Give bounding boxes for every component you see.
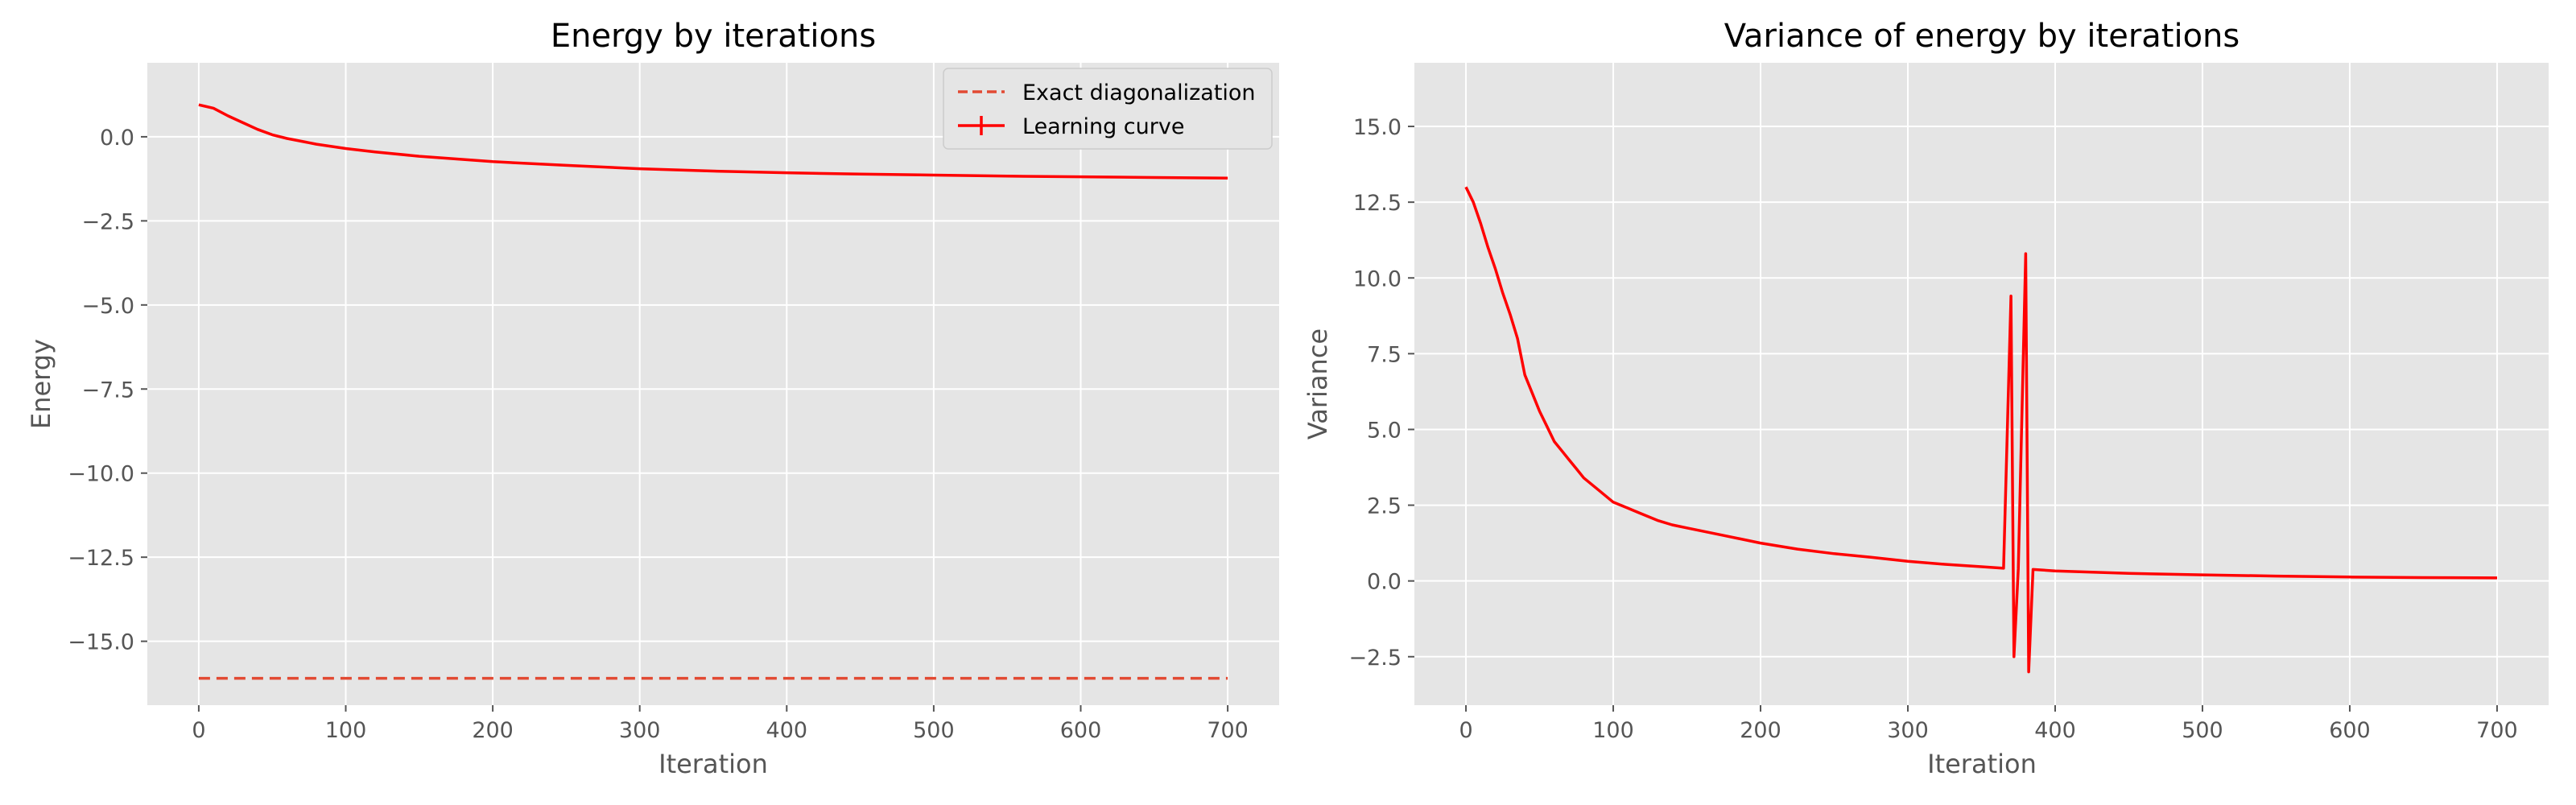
y-tick-label: −12.5	[68, 546, 134, 571]
energy-chart-title: Energy by iterations	[551, 18, 876, 55]
energy-chart-xlabel: Iteration	[658, 749, 768, 779]
x-tick-label: 300	[1887, 718, 1929, 743]
legend-label-learning-curve: Learning curve	[1022, 114, 1184, 139]
variance-chart-xlabel: Iteration	[1927, 749, 2037, 779]
y-tick-label: −15.0	[68, 630, 134, 655]
y-tick-label: 15.0	[1353, 115, 1402, 140]
gridlines: 0 100 200 300 400 500 600 700 0.0 −2.5 −5.0 −7.5 −10…	[68, 63, 1279, 743]
y-tick-label: 12.5	[1353, 191, 1402, 216]
plot-area	[1414, 63, 2549, 705]
variance-chart-title: Variance of energy by iterations	[1724, 18, 2240, 55]
x-tick-label: 600	[2329, 718, 2371, 743]
legend-label-exact-diagonalization: Exact diagonalization	[1022, 80, 1256, 105]
x-tick-label: 500	[913, 718, 955, 743]
variance-chart-ylabel: Variance	[1302, 328, 1333, 440]
x-tick-label: 0	[192, 718, 205, 743]
gridlines: 0 100 200 300 400 500 600 700 −2.5 0.0 2.5 5.0 7.5 10…	[1348, 63, 2549, 743]
legend-box	[943, 68, 1273, 150]
x-tick-label: 100	[325, 718, 367, 743]
y-tick-label: 10.0	[1353, 266, 1402, 291]
series-group	[1464, 186, 2498, 674]
x-tick-label: 500	[2182, 718, 2223, 743]
x-tick-label: 300	[619, 718, 661, 743]
y-tick-label: 7.5	[1367, 342, 1402, 367]
y-tick-label: −5.0	[81, 294, 134, 319]
y-tick-label: 0.0	[1367, 570, 1402, 595]
energy-chart-ylabel: Energy	[26, 339, 56, 429]
x-tick-label: 0	[1459, 718, 1472, 743]
y-tick-label: −2.5	[1348, 646, 1402, 671]
y-tick-label: −2.5	[81, 209, 134, 234]
series-line-1-0	[1464, 186, 2498, 674]
y-tick-label: 2.5	[1367, 494, 1402, 519]
y-tick-label: 5.0	[1367, 418, 1402, 443]
x-tick-label: 200	[1740, 718, 1781, 743]
plot-area	[147, 63, 1279, 705]
energy-chart: Energy by iterations Iteration Energy 0 1…	[26, 18, 1279, 779]
x-tick-label: 400	[2034, 718, 2076, 743]
series-group	[198, 103, 1228, 680]
x-tick-label: 700	[1207, 718, 1249, 743]
y-tick-label: −10.0	[68, 462, 134, 487]
x-tick-label: 400	[766, 718, 808, 743]
x-tick-label: 600	[1060, 718, 1102, 743]
energy-chart-legend: Exact diagonalization Learning curve	[943, 68, 1273, 150]
x-tick-label: 200	[472, 718, 514, 743]
y-tick-label: −7.5	[81, 378, 134, 402]
x-tick-label: 700	[2476, 718, 2518, 743]
series-learning-curve	[198, 103, 1228, 180]
x-tick-label: 100	[1592, 718, 1634, 743]
y-tick-label: 0.0	[100, 126, 134, 151]
variance-chart: Variance of energy by iterations Iterati…	[1302, 18, 2549, 779]
